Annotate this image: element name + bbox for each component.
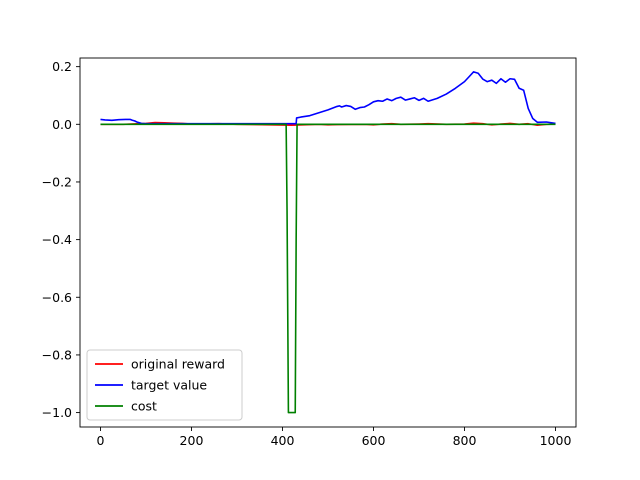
- x-tick-label: 800: [453, 433, 477, 448]
- legend-label: cost: [131, 399, 157, 414]
- y-tick-label: −0.6: [42, 290, 72, 305]
- y-tick-label: −1.0: [42, 405, 72, 420]
- x-tick-label: 200: [180, 433, 204, 448]
- y-tick-label: 0.2: [52, 59, 72, 74]
- legend-label: target value: [131, 378, 207, 393]
- legend-box: [86, 349, 243, 421]
- y-tick-label: −0.2: [42, 174, 72, 189]
- plot-frame: [79, 57, 577, 428]
- series-line-target-value: [100, 71, 556, 125]
- y-tick-label: −0.8: [42, 347, 72, 362]
- y-tick-label: −0.4: [42, 232, 72, 247]
- x-tick-label: 1000: [540, 433, 572, 448]
- x-tick-label: 0: [97, 433, 105, 448]
- x-tick-label: 600: [362, 433, 386, 448]
- legend-label: original reward: [131, 357, 225, 372]
- series-line-cost: [100, 123, 556, 414]
- legend: original reward target value cost: [86, 349, 243, 421]
- x-tick-label: 400: [271, 433, 295, 448]
- axes-layer: 0 200 400 600 800 1000 0.2 0.0 −0.2 −0.4 −0.6 −0.8 −…: [42, 57, 577, 448]
- series-layer: [100, 71, 556, 414]
- y-tick-label: 0.0: [52, 117, 72, 132]
